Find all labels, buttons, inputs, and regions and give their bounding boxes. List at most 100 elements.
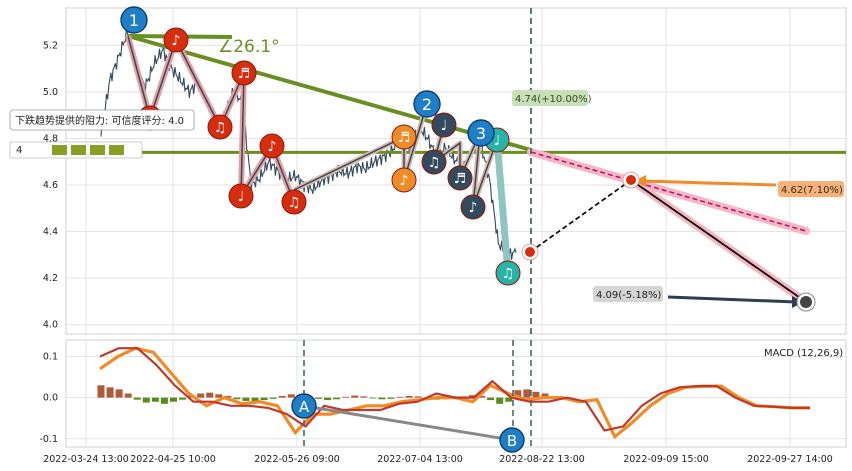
macd-overlays: AB [291, 340, 532, 453]
wave-number-badge [467, 119, 495, 147]
macd-histogram-bar [333, 397, 341, 400]
macd-histogram-bar [233, 397, 241, 400]
price-y-tick-label: 4.2 [43, 273, 58, 284]
macd-histogram-bar [115, 389, 123, 398]
music-note-icon [421, 149, 447, 175]
music-note-icon [431, 112, 457, 138]
divergence-line [303, 404, 513, 442]
macd-histogram-bar [496, 397, 504, 404]
resistance-icon-strip: 4 [9, 141, 143, 159]
music-note-glyph: ♩ [441, 118, 448, 134]
x-tick-label: 2022-09-27 14:00 [747, 454, 833, 465]
macd-histogram-bar [469, 395, 477, 398]
price-overlays: ♪♩♫♬♪♩♫♬♪♩♫♬♪♩♫123 [66, 6, 846, 334]
macd-histogram-bar [269, 397, 277, 399]
price-series-line [100, 27, 517, 260]
wave-number-label: 1 [129, 11, 139, 30]
music-note-icon [447, 165, 473, 191]
resistance-label: 下跌趋势提供的阻力: 可信度评分: 4.0 [15, 114, 184, 127]
macd-panel-frame [65, 339, 847, 448]
music-note-glyph: ♪ [469, 200, 478, 216]
macd-histogram-bar [278, 395, 286, 398]
macd-histogram-bar [160, 397, 168, 404]
price-panel: ♪♩♫♬♪♩♫♬♪♩♫♬♪♩♫123 4.04.24.44.64.85.05.2… [9, 6, 846, 334]
level-marker-icon [52, 145, 67, 155]
music-note-glyph: ♬ [238, 66, 251, 82]
music-note-icon [391, 167, 417, 193]
music-note-glyph: ♪ [400, 173, 409, 189]
macd-histogram-bar [224, 395, 232, 398]
macd-histogram-bar [342, 396, 350, 398]
macd-histogram-bar [478, 395, 486, 398]
macd-signal-line [99, 347, 810, 432]
macd-histogram-bar [242, 397, 250, 401]
divergence-point-label: A [299, 398, 310, 416]
macd-y-tick-label: -0.1 [39, 434, 58, 445]
music-note-glyph: ♫ [288, 195, 301, 211]
divergence-point-badge [291, 393, 317, 419]
music-note-icon [259, 133, 285, 159]
projection-channel [527, 148, 810, 235]
macd-histogram-bar [387, 397, 395, 399]
macd-histogram-bar [414, 396, 422, 398]
macd-histogram-bar [324, 397, 332, 401]
music-note-glyph: ♩ [494, 133, 501, 149]
music-note-icon [460, 194, 486, 220]
price-y-tick-label: 4.0 [43, 320, 58, 331]
x-tick-label: 2022-04-25 10:00 [130, 454, 216, 465]
macd-y-ticks: -0.1 0.0 0.1 [39, 351, 58, 444]
x-axis-ticks: 2022-03-24 13:00 2022-04-25 10:00 2022-05-… [43, 454, 833, 465]
angle-label: ∠26.1° [218, 37, 280, 57]
macd-histogram-bar [523, 389, 531, 398]
macd-histogram-bar [405, 395, 413, 398]
resistance-marker: 4 [16, 145, 22, 156]
macd-histogram-bar [151, 397, 159, 402]
wave-number-label: 2 [422, 95, 432, 114]
music-note-glyph: ♪ [172, 33, 181, 49]
x-tick-label: 2022-08-22 13:00 [499, 454, 585, 465]
music-note-glyph: ♫ [214, 120, 227, 136]
macd-histogram-bar [179, 397, 187, 400]
music-note-icon [207, 114, 233, 140]
wave-number-label: 3 [476, 124, 486, 143]
macd-histogram-bar [106, 387, 114, 398]
music-note-glyph: ♩ [238, 189, 245, 205]
macd-histogram-bar [505, 397, 513, 402]
macd-histogram [97, 385, 549, 404]
macd-histogram-bar [360, 396, 368, 398]
x-tick-label: 2022-03-24 13:00 [43, 454, 129, 465]
wave-teal-leg [493, 139, 512, 274]
macd-histogram-bar [532, 391, 540, 398]
macd-histogram-bar [378, 397, 386, 400]
music-note-glyph: ♫ [502, 266, 515, 282]
macd-histogram-bar [314, 397, 322, 399]
level-marker-icon [71, 145, 86, 155]
macd-y-tick-label: 0.1 [43, 351, 58, 362]
price-panel-frame [65, 7, 847, 335]
wave-number-badge [413, 90, 441, 118]
music-note-glyph: ♪ [268, 139, 277, 155]
macd-histogram-bar [124, 393, 132, 398]
macd-title: MACD (12,26,9) [764, 348, 843, 359]
target-up-text: 4.74(+10.00%) [515, 94, 592, 105]
target-mid-arrow [641, 179, 777, 187]
level-marker-icon [109, 145, 124, 155]
level-marker-icon [90, 145, 105, 155]
target-down-arrow [667, 295, 797, 304]
macd-histogram-bar [514, 390, 522, 398]
target-down-text: 4.09(-5.18%) [596, 290, 662, 301]
target-up-label: 4.74(+10.00%) [512, 90, 592, 106]
price-y-tick-label: 5.2 [43, 40, 58, 51]
macd-series-line [99, 346, 810, 440]
macd-histogram-bar [133, 397, 141, 400]
music-note-glyph: ♬ [454, 171, 467, 187]
macd-histogram-bar [369, 397, 377, 399]
target-mid-text: 4.62(7.10%) [781, 185, 843, 196]
downtrend-line [127, 34, 532, 152]
price-y-tick-label: 4.4 [43, 227, 58, 238]
music-note-icon [163, 27, 189, 53]
wave-number-badge [120, 6, 148, 34]
macd-histogram-bar [97, 385, 105, 398]
macd-histogram-bar [487, 397, 495, 401]
